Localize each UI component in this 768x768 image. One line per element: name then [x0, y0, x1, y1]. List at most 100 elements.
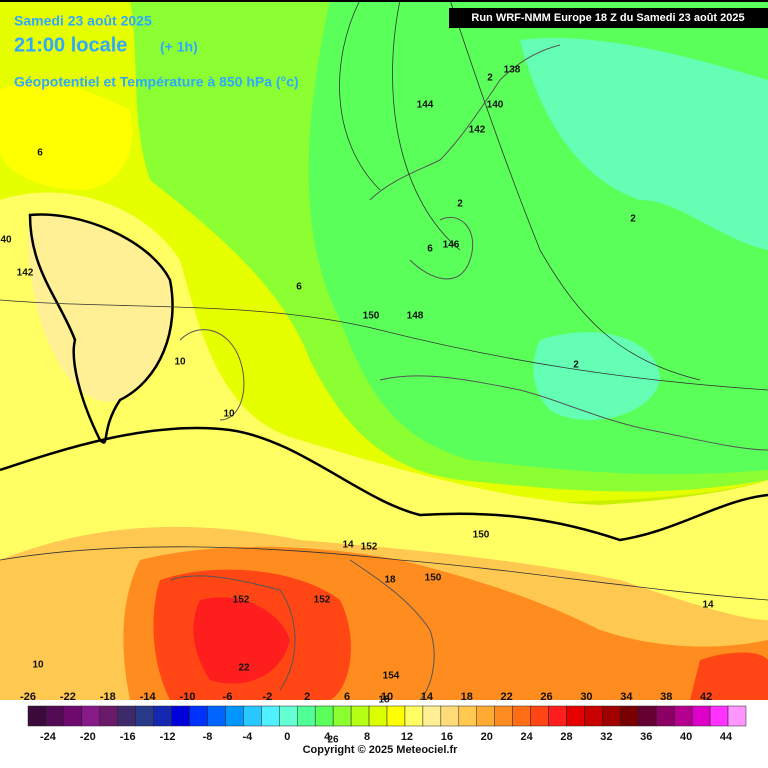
- scale-bottom-label: 0: [284, 731, 290, 743]
- scale-bottom-label: 36: [640, 731, 652, 743]
- scale-cell: [530, 705, 549, 727]
- scale-bottom-label: 24: [520, 731, 533, 743]
- scale-top-label: -26: [20, 691, 36, 703]
- scale-cell: [243, 705, 262, 727]
- scale-cell: [153, 705, 172, 727]
- scale-bottom-label: 40: [680, 731, 692, 743]
- contour-label: 10: [32, 660, 44, 671]
- scale-cell: [386, 705, 406, 727]
- scale-cell: [440, 705, 460, 727]
- scale-top-label: -2: [262, 691, 272, 703]
- scale-cell: [566, 705, 585, 727]
- scale-cell: [225, 705, 244, 727]
- contour-label: 152: [233, 595, 250, 606]
- scale-cell: [297, 705, 316, 727]
- contour-label: 142: [469, 125, 486, 136]
- scale-cell: [350, 705, 370, 727]
- scale-bottom-label: 28: [560, 731, 572, 743]
- scale-cell: [63, 705, 83, 727]
- scale-bottom-label: 16: [441, 731, 453, 743]
- scale-cell: [494, 705, 513, 727]
- map-title: Géopotentiel et Température à 850 hPa (°…: [14, 74, 299, 90]
- scale-cell: [207, 705, 226, 727]
- scale-bottom-label: -8: [203, 731, 213, 743]
- scale-top-label: 34: [620, 691, 633, 703]
- run-banner: [449, 8, 768, 28]
- scale-cell: [512, 705, 531, 727]
- scale-cell: [584, 705, 603, 727]
- contour-label: 14: [342, 540, 354, 551]
- contour-label: 40: [0, 235, 12, 246]
- scale-top-label: -6: [223, 691, 233, 703]
- scale-cell: [279, 705, 298, 727]
- contour-label: 150: [425, 573, 442, 584]
- scale-top-label: 26: [540, 691, 552, 703]
- scale-bottom-label: 12: [401, 731, 413, 743]
- scale-bottom-label: -24: [40, 731, 57, 743]
- scale-top-label: 30: [580, 691, 592, 703]
- scale-bottom-label: 32: [600, 731, 612, 743]
- scale-cell: [261, 705, 280, 727]
- contour-label: 2: [630, 214, 636, 225]
- scale-top-label: 2: [304, 691, 310, 703]
- contour-label: 146: [443, 240, 460, 251]
- scale-cell: [620, 705, 639, 727]
- scale-cell: [638, 705, 657, 727]
- scale-cell: [709, 705, 729, 727]
- scale-bottom-label: -20: [80, 731, 96, 743]
- scale-bottom-label: -4: [242, 731, 253, 743]
- scale-bottom-label: 20: [481, 731, 493, 743]
- scale-cell: [117, 705, 136, 727]
- scale-top-label: -10: [180, 691, 196, 703]
- top-border: [0, 0, 768, 2]
- scale-cell: [404, 705, 424, 727]
- scale-cell: [727, 705, 747, 727]
- scale-top-label: -14: [140, 691, 157, 703]
- scale-bottom-label: 4: [324, 731, 331, 743]
- scale-cell: [135, 705, 154, 727]
- scale-cell: [27, 705, 47, 727]
- scale-cell: [656, 705, 675, 727]
- scale-top-label: 38: [660, 691, 672, 703]
- scale-bottom-label: 8: [364, 731, 370, 743]
- contour-label: 150: [363, 311, 380, 322]
- contour-label: 26: [327, 735, 339, 746]
- time: 21:00 locale: [14, 34, 127, 56]
- scale-cell: [548, 705, 567, 727]
- scale-top-label: -18: [100, 691, 116, 703]
- contour-label: 6: [427, 244, 433, 255]
- contour-label: 144: [417, 100, 434, 111]
- scale-top-label: 22: [501, 691, 513, 703]
- scale-top-label: 6: [344, 691, 350, 703]
- scale-bottom-label: 44: [720, 731, 733, 743]
- scale-top-label: 14: [421, 691, 434, 703]
- copyright: Copyright © 2025 Meteociel.fr: [303, 744, 459, 756]
- scale-top-label: 18: [461, 691, 473, 703]
- scale-cell: [332, 705, 352, 727]
- scale-bottom-label: -16: [120, 731, 136, 743]
- scale-cell: [691, 705, 711, 727]
- contour-label: 140: [487, 100, 504, 111]
- contour-label: 148: [407, 311, 424, 322]
- scale-top-label: -22: [60, 691, 76, 703]
- coastlines: [169, 44, 768, 701]
- scale-cell: [422, 705, 442, 727]
- scale-cell: [476, 705, 495, 727]
- contour-label: 10: [174, 357, 186, 368]
- contour-label: 2: [457, 199, 463, 210]
- color-scale: -26 -22 -18 -14 -10 -6 -2 2 6 10 14 18 22 26 30 34 38 42-…: [20, 691, 747, 743]
- scale-cell: [189, 705, 208, 727]
- scale-cell: [602, 705, 621, 727]
- contour-label: 152: [361, 542, 378, 553]
- scale-cell: [99, 705, 119, 727]
- scale-cell: [458, 705, 477, 727]
- scale-cell: [81, 705, 101, 727]
- scale-cell: [314, 705, 334, 727]
- contour-label: 10: [223, 409, 235, 420]
- date: Samedi 23 août 2025: [14, 13, 152, 29]
- contour-label: 2: [487, 73, 493, 84]
- contour-label: 142: [17, 268, 34, 279]
